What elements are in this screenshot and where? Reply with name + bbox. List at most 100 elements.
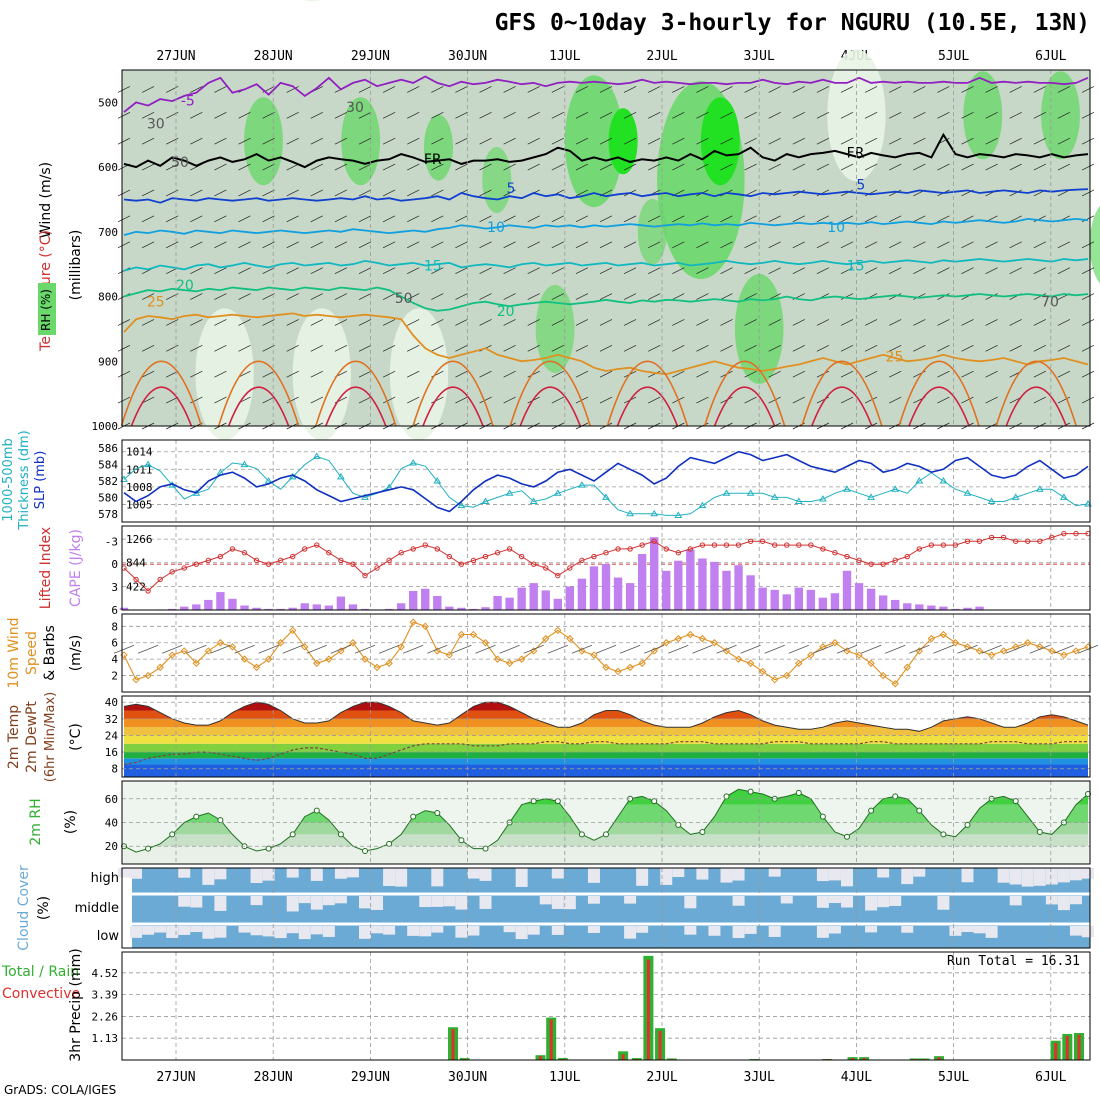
wind-barb [166, 215, 179, 223]
cape-bar [240, 605, 249, 610]
cloud-gap [334, 868, 347, 879]
axis-label: 1000-500mb [1, 438, 16, 522]
tick-label: 6 [111, 637, 118, 650]
date-label-bottom: 3JUL [744, 1070, 775, 1085]
li-marker [181, 565, 187, 571]
wind-barb [310, 111, 323, 119]
axis-label: CAPE (J/kg) [68, 529, 84, 607]
cloud-gap [274, 926, 287, 939]
wind-barb [214, 370, 227, 378]
wind-barb [981, 644, 1002, 654]
wind-barb [985, 241, 998, 249]
wind-barb [889, 267, 902, 274]
cape-bar [288, 607, 297, 610]
wind-barb [358, 111, 372, 119]
wind-barb [523, 644, 544, 654]
rh-marker [699, 828, 706, 835]
wind-barb [696, 163, 709, 171]
wind-barb [764, 644, 785, 654]
rh-marker [603, 831, 609, 838]
wind-barb [889, 241, 902, 249]
wind-barb [1057, 319, 1071, 326]
wind-barb [937, 86, 950, 93]
cape-bar [312, 604, 321, 610]
wind-barb [864, 267, 878, 274]
cloud-gap [322, 896, 335, 906]
wind-barb [1057, 163, 1071, 171]
wind-barb [310, 163, 323, 171]
wind-barb [864, 345, 878, 352]
wind-barb [382, 241, 396, 249]
cape-bar [782, 594, 791, 610]
wind-barb [141, 163, 155, 171]
li-marker [277, 557, 284, 564]
wind-barb [1057, 396, 1071, 404]
isotherm-30 [801, 360, 883, 427]
thickness-marker [1060, 493, 1068, 500]
wind-barb [1009, 86, 1022, 93]
wind-barb [648, 86, 661, 93]
wind-barb [864, 319, 878, 326]
wind-barb [455, 396, 468, 404]
wind-barb [310, 241, 323, 249]
wind-barb [527, 241, 540, 249]
wind-marker [662, 639, 670, 647]
wind-barb [431, 86, 444, 93]
li-marker [651, 538, 657, 544]
rh-marker [145, 845, 152, 852]
cape-bar [505, 597, 514, 610]
cloud-gap [202, 868, 215, 885]
wind-barb [599, 215, 613, 223]
wind-barb [407, 345, 420, 352]
li-marker [747, 538, 754, 544]
wind-barb [816, 163, 830, 171]
wind-barb [648, 370, 661, 378]
rh-marker [964, 821, 971, 828]
wind-marker [879, 671, 887, 680]
wind-barb [816, 86, 830, 93]
wind-barb [358, 163, 372, 171]
tick-label: 582 [98, 475, 118, 488]
cloud-gap [214, 896, 227, 911]
cape-bar [589, 566, 599, 610]
wind-barb [238, 267, 251, 274]
cape-bar [553, 598, 562, 610]
wind-barb [238, 111, 251, 119]
wind-barb [672, 86, 685, 93]
wind-barb [1081, 215, 1095, 223]
wind-barb [648, 267, 661, 274]
wind-barb [744, 267, 757, 274]
isotherm-35 [811, 386, 873, 427]
wind-marker [1048, 647, 1056, 655]
cloud-gap [539, 896, 552, 905]
cloud-gap [1021, 868, 1034, 887]
cloud-gap [467, 868, 480, 879]
wind-barb [334, 319, 348, 326]
wind-barb [913, 163, 926, 171]
wind-barb [1053, 644, 1075, 654]
wind-barb [1077, 644, 1099, 654]
wind-barb [479, 319, 492, 326]
wind-barb [286, 111, 299, 119]
li-marker [302, 546, 308, 552]
rh-marker [434, 810, 441, 817]
wind-barb [648, 163, 661, 171]
li-marker [711, 542, 718, 548]
wind-marker [156, 663, 164, 672]
li-marker [699, 542, 706, 548]
tick-label: 20 [105, 840, 118, 853]
wind-barb [503, 345, 516, 352]
wind-barb [503, 396, 516, 404]
wind-marker [397, 643, 405, 651]
wind-barb [1009, 215, 1022, 223]
wind-barb [262, 163, 275, 171]
wind-barb [961, 396, 974, 404]
wind-barb [407, 189, 420, 197]
wind-barb [599, 163, 613, 171]
wind-barb [961, 111, 974, 119]
wind-barb [599, 241, 613, 249]
rh-region [734, 273, 784, 384]
tick-label: 40 [105, 696, 118, 709]
date-label-top: 30JUN [448, 49, 487, 64]
